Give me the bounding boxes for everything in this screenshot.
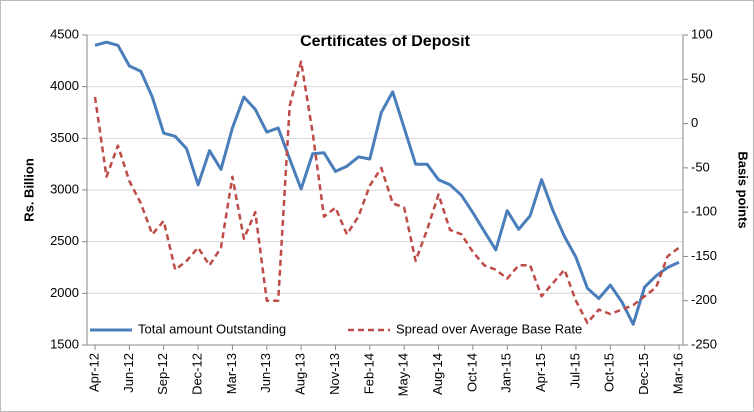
- y-axis-title: Rs. Billion: [21, 158, 36, 222]
- x-tick-label: Jun-12: [121, 353, 136, 393]
- y-tick-label: 4000: [50, 78, 79, 93]
- x-tick-label: Aug-13: [293, 353, 308, 395]
- y-tick-label: 1500: [50, 336, 79, 351]
- y2-tick-label: -200: [691, 292, 717, 307]
- x-tick-label: May-14: [396, 353, 411, 396]
- y2-tick-label: -250: [691, 336, 717, 351]
- y-tick-label: 3500: [50, 130, 79, 145]
- x-tick-label: Mar-13: [224, 353, 239, 394]
- y-tick-label: 4500: [50, 26, 79, 41]
- y-tick-label: 2500: [50, 233, 79, 248]
- y2-tick-label: -150: [691, 248, 717, 263]
- x-tick-label: Nov-13: [327, 353, 342, 395]
- x-tick-label: Dec-15: [636, 353, 651, 395]
- y2-tick-label: 0: [691, 115, 698, 130]
- x-tick-label: Oct-15: [602, 353, 617, 392]
- legend-label: Total amount Outstanding: [138, 321, 286, 336]
- x-tick-label: Jan-15: [499, 353, 514, 393]
- chart-title: Certificates of Deposit: [300, 33, 470, 50]
- legend-label: Spread over Average Base Rate: [396, 321, 582, 336]
- y2-tick-label: 50: [691, 71, 705, 86]
- y2-tick-label: 100: [691, 26, 713, 41]
- y-tick-label: 3000: [50, 181, 79, 196]
- y2-axis-title: Basis points: [736, 151, 751, 228]
- x-tick-label: Oct-14: [464, 353, 479, 392]
- x-tick-label: Feb-14: [361, 353, 376, 394]
- y2-tick-label: -50: [691, 159, 710, 174]
- x-tick-label: Sep-12: [155, 353, 170, 395]
- series-line: [93, 60, 680, 325]
- x-tick-label: Apr-12: [86, 353, 101, 392]
- x-tick-label: Jun-13: [258, 353, 273, 393]
- y2-tick-label: -100: [691, 204, 717, 219]
- x-tick-label: Dec-12: [189, 353, 204, 395]
- x-tick-label: Apr-15: [533, 353, 548, 392]
- x-tick-label: Mar-16: [670, 353, 685, 394]
- series-line: [94, 40, 680, 326]
- y-tick-label: 2000: [50, 285, 79, 300]
- x-tick-label: Jul-15: [567, 353, 582, 388]
- x-tick-label: Aug-14: [430, 353, 445, 395]
